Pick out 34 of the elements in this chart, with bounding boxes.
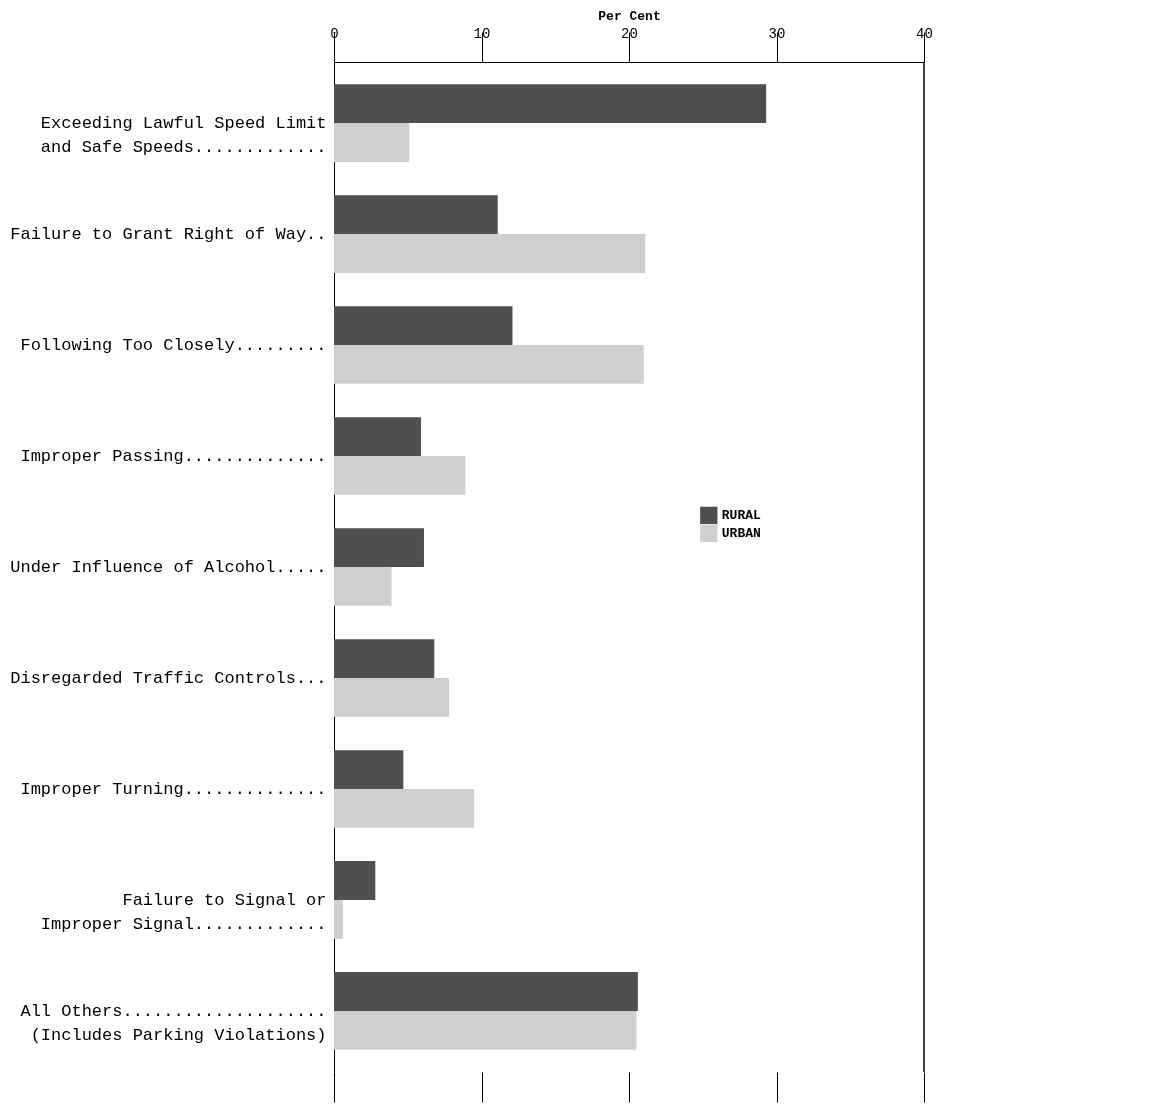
bar — [334, 677, 450, 717]
legend-label: URBAN — [721, 526, 761, 542]
bar — [334, 639, 435, 678]
bar — [334, 345, 644, 384]
bar — [334, 456, 466, 495]
y-tick-label: Under Influence of Alcohol..... — [10, 558, 327, 577]
x-tick-label: 30 — [768, 25, 786, 42]
bar — [334, 123, 410, 162]
x-tick-label: 20 — [621, 25, 638, 42]
bar — [334, 567, 392, 606]
y-tick-label: Improper Passing.............. — [20, 447, 327, 467]
bar — [334, 972, 638, 1011]
x-tick-label: 40 — [916, 25, 933, 42]
bar — [334, 861, 376, 900]
bar — [334, 234, 646, 273]
bar — [334, 1010, 637, 1050]
x-tick-label: 10 — [473, 25, 491, 42]
bar — [334, 306, 513, 346]
bar — [334, 750, 404, 789]
y-tick-label: Disregarded Traffic Controls... — [10, 668, 327, 688]
bar — [334, 528, 424, 567]
y-tick-label: Improper Turning.............. — [20, 779, 327, 799]
y-tick-label: Failure to Signal or Improper Signal............. — [40, 890, 327, 934]
x-axis-title: Per Cent — [598, 8, 661, 24]
bar — [334, 899, 343, 939]
bar — [334, 788, 475, 828]
y-tick-label: All Others.................... (Includes Parking Violations) — [20, 1001, 327, 1045]
bar — [334, 195, 498, 235]
legend-label: RURAL — [721, 508, 762, 524]
bar — [334, 84, 767, 124]
y-tick-label: Failure to Grant Right of Way.. — [10, 225, 327, 245]
bar — [334, 417, 422, 457]
y-tick-label: Following Too Closely......... — [20, 336, 327, 356]
y-tick-label: Exceeding Lawful Speed Limit and Safe Speeds............. — [40, 114, 327, 158]
